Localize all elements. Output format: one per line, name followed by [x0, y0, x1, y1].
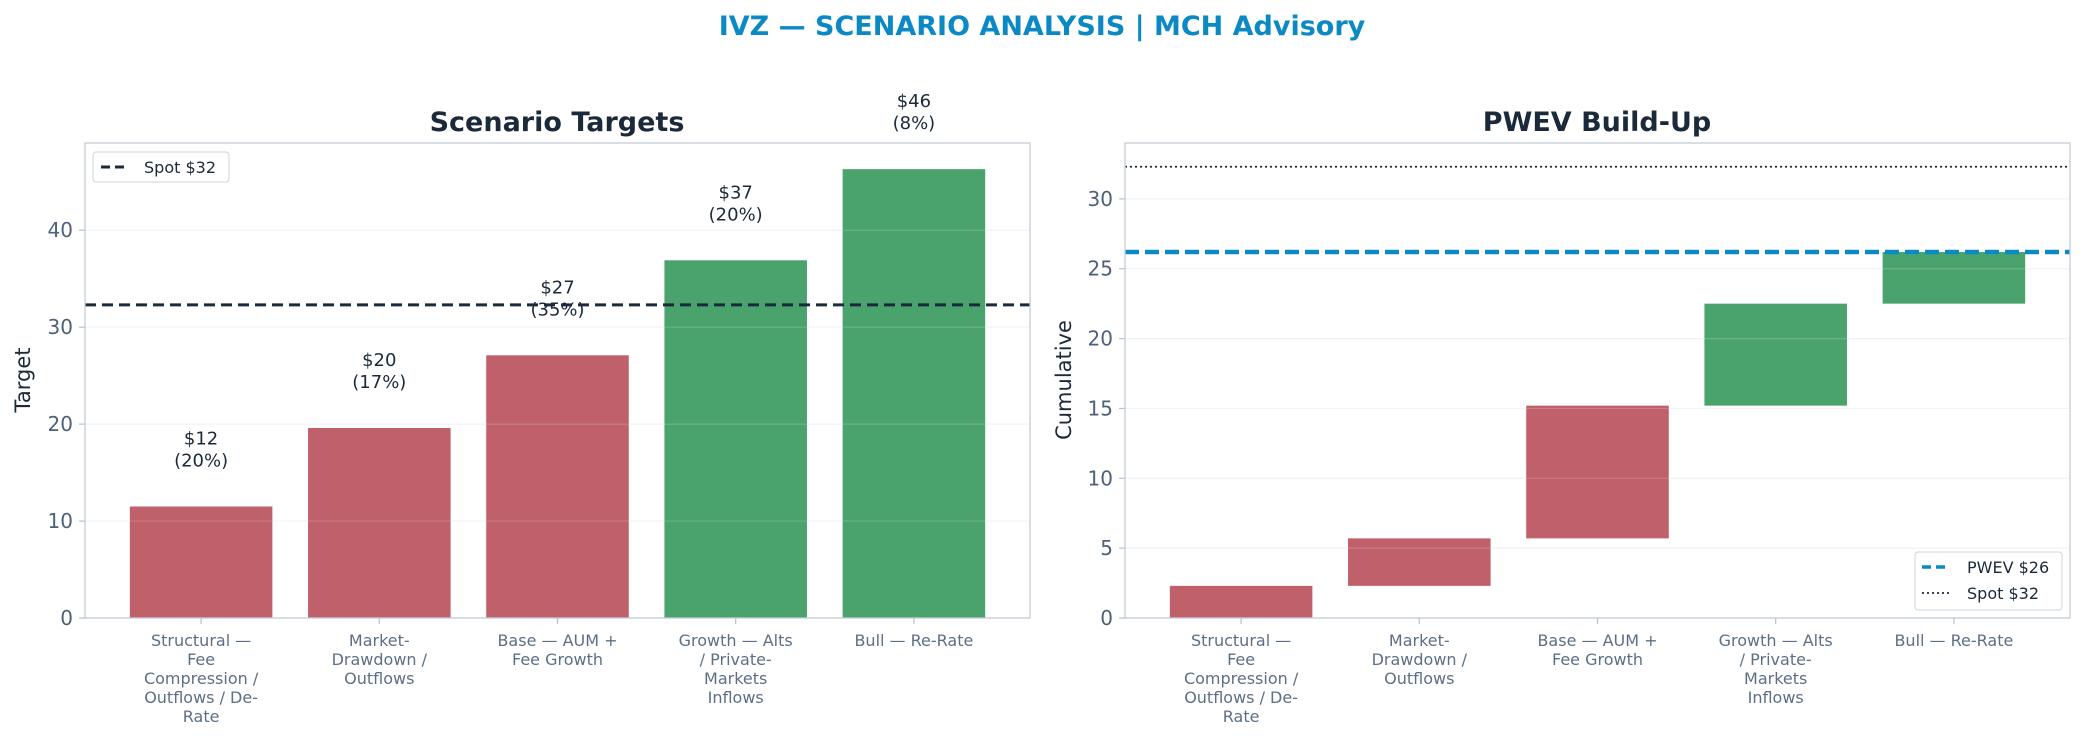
scenario-targets-panel: Scenario Targets Target 0 10 20 30 40 Struct…	[11, 91, 1031, 726]
pwev-buildup-title: PWEV Build-Up	[1483, 107, 1711, 138]
y-tick-label: 40	[48, 218, 73, 242]
scenario-targets-y-axis-label: Target	[11, 348, 35, 414]
bar	[842, 169, 986, 618]
y-tick-label: 20	[48, 412, 73, 436]
data-label: $46 (8%)	[893, 91, 936, 134]
data-label: $37 (20%)	[709, 182, 763, 225]
bar	[1526, 405, 1669, 539]
x-tick-label: Growth — Alts / Private-Markets Inflows	[679, 631, 793, 707]
y-tick-label: 15	[1088, 396, 1113, 420]
bar	[1348, 538, 1491, 586]
data-label: $20 (17%)	[352, 350, 406, 393]
y-tick-label: 10	[1088, 466, 1113, 490]
y-tick-label: 0	[1100, 606, 1113, 630]
legend-box	[92, 151, 230, 183]
bar	[486, 355, 629, 618]
data-label: $27 (35%)	[530, 277, 584, 320]
pwev-buildup-reference-lines	[1125, 165, 2070, 255]
bar	[1704, 303, 1847, 406]
legend-spot-label: Spot $32	[1967, 584, 2039, 603]
y-tick-label: 20	[1088, 327, 1113, 351]
y-tick-label: 30	[48, 315, 73, 339]
scenario-targets-title: Scenario Targets	[430, 107, 685, 138]
legend-pwev-label: PWEV $26	[1967, 558, 2049, 577]
legend-spot-label: Spot $32	[144, 158, 216, 177]
scenario-targets-x-ticks: Structural — Fee Compression / Outflows / D…	[144, 618, 973, 726]
x-tick-label: Market-Drawdown / Outflows	[1372, 631, 1468, 688]
bar	[1882, 251, 2026, 304]
pwev-buildup-legend: PWEV $26 Spot $32	[1914, 551, 2063, 611]
y-tick-label: 10	[48, 509, 73, 533]
pwev-buildup-bars	[1125, 198, 2070, 619]
scenario-targets-data-labels: $12 (20%) $20 (17%) $27 (35%) $37 (20%) $46 (8%)	[174, 91, 935, 471]
pwev-buildup-x-ticks: Structural — Fee Compression / Outflows / D…	[1184, 618, 2013, 726]
pwev-buildup-y-axis-label: Cumulative	[1052, 320, 1076, 440]
data-label: $12 (20%)	[174, 429, 228, 472]
x-tick-label: Base — AUM + Fee Growth	[497, 631, 617, 669]
x-tick-label: Market-Drawdown / Outflows	[332, 631, 428, 688]
y-tick-label: 25	[1088, 257, 1113, 281]
pwev-buildup-y-ticks: 0 5 10 15 20 25 30	[1088, 187, 1125, 630]
y-tick-label: 5	[1100, 536, 1113, 560]
x-tick-label: Growth — Alts / Private-Markets Inflows	[1719, 631, 1833, 707]
bar	[1169, 585, 1313, 618]
pwev-buildup-panel: PWEV Build-Up Cumulative 0 5 10 15 20 25 30 St…	[1052, 107, 2071, 726]
bar	[308, 428, 451, 618]
scenario-targets-legend: Spot $32	[92, 151, 230, 183]
x-tick-label: Structural — Fee Compression / Outflows / D…	[144, 631, 259, 726]
x-tick-label: Bull — Re-Rate	[1894, 631, 2013, 650]
scenario-targets-bars	[85, 169, 1030, 619]
bar	[664, 260, 807, 618]
scenario-targets-y-ticks: 0 10 20 30 40	[48, 218, 85, 630]
y-tick-label: 30	[1088, 187, 1113, 211]
x-tick-label: Structural — Fee Compression / Outflows / D…	[1184, 631, 1299, 726]
figure-title: IVZ — SCENARIO ANALYSIS | MCH Advisory	[719, 11, 1366, 42]
bar	[129, 506, 273, 618]
legend-box	[1914, 551, 2063, 611]
x-tick-label: Bull — Re-Rate	[854, 631, 973, 650]
x-tick-label: Base — AUM + Fee Growth	[1537, 631, 1657, 669]
pwev-buildup-plot-frame	[1124, 142, 2071, 619]
y-tick-label: 0	[60, 606, 73, 630]
